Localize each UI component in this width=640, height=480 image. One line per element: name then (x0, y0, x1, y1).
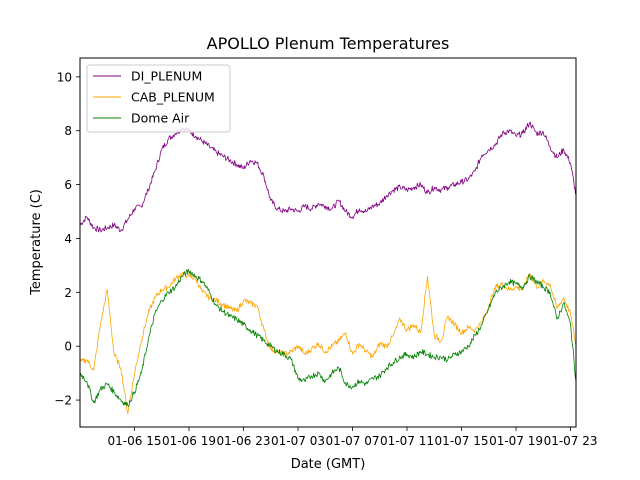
x-tick-label: 01-07 11 (380, 434, 434, 448)
y-axis-label: Temperature (C) (29, 189, 44, 296)
chart-title: APOLLO Plenum Temperatures (207, 34, 450, 53)
x-tick-label: 01-07 07 (326, 434, 380, 448)
legend-label: Dome Air (131, 111, 190, 126)
y-tick-label: 8 (64, 124, 72, 138)
x-tick-label: 01-06 23 (217, 434, 271, 448)
legend-box (86, 64, 231, 133)
plot-frame (79, 57, 577, 428)
y-axis-ticks: −2 0 2 4 6 8 10 (54, 70, 80, 408)
y-tick-label: 2 (64, 286, 72, 300)
series-layer (79, 121, 577, 414)
legend: DI_PLENUM CAB_PLENUM Dome Air (86, 64, 231, 133)
x-tick-label: 01-07 23 (544, 434, 598, 448)
legend-label: DI_PLENUM (131, 69, 202, 84)
x-tick-label: 01-07 03 (271, 434, 325, 448)
x-tick-label: 01-07 15 (435, 434, 489, 448)
series-line-di-plenum (79, 121, 577, 233)
series-line-dome-air (79, 269, 577, 408)
series-line-cab-plenum (79, 271, 577, 414)
x-tick-label: 01-06 15 (108, 434, 162, 448)
x-tick-label: 01-06 19 (162, 434, 216, 448)
y-tick-label: 6 (64, 178, 72, 192)
legend-label: CAB_PLENUM (131, 90, 215, 105)
y-tick-label: 4 (64, 232, 72, 246)
y-tick-label: −2 (54, 394, 72, 408)
x-axis-label: Date (GMT) (291, 457, 366, 472)
x-tick-label: 01-07 19 (489, 434, 543, 448)
y-tick-label: 0 (64, 340, 72, 354)
y-tick-label: 10 (57, 70, 72, 84)
x-axis-ticks: 01-06 15 01-06 19 01-06 23 01-07 03 01-07 07… (108, 427, 598, 448)
